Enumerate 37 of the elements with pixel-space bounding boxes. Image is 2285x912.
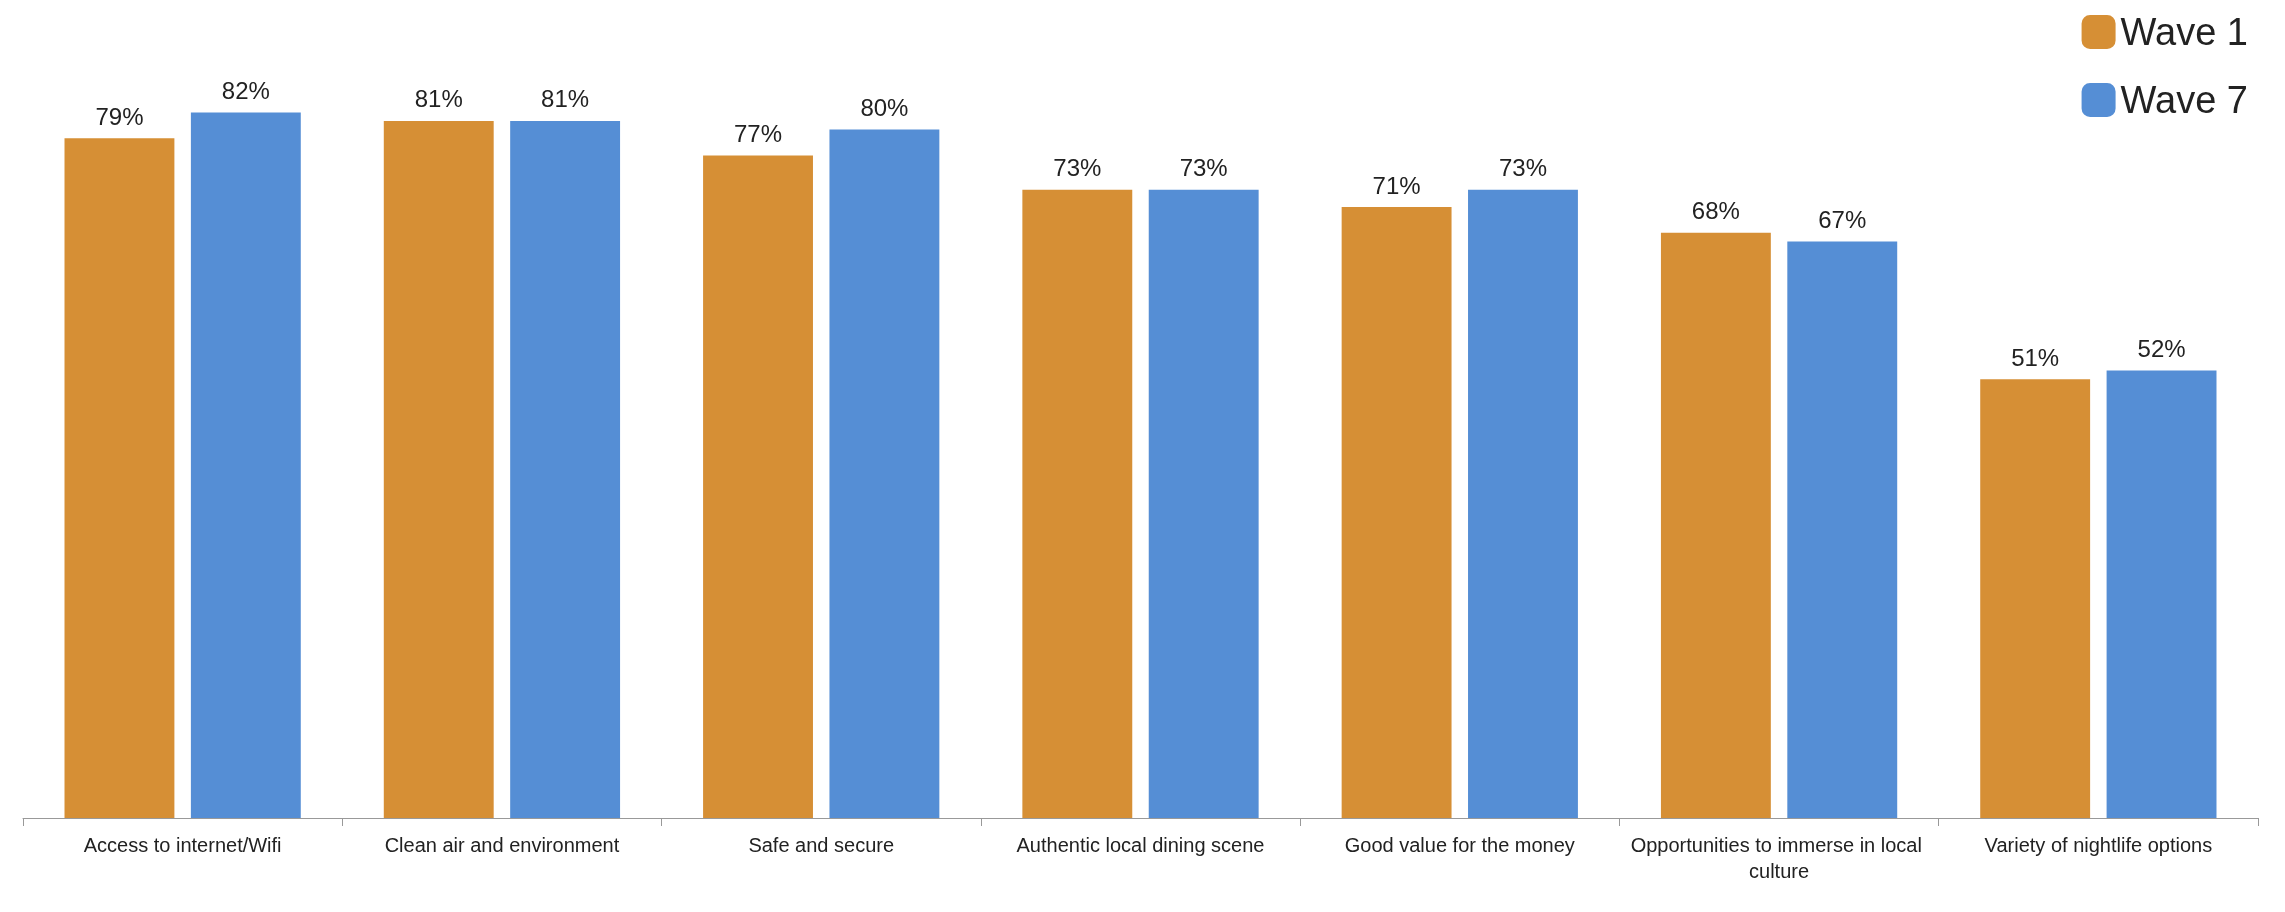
data-label: 73% — [1053, 154, 1102, 182]
data-label: 82% — [221, 76, 270, 104]
data-label: 68% — [1691, 197, 1740, 225]
data-label: 80% — [860, 94, 909, 122]
data-label: 73% — [1179, 154, 1228, 182]
data-label: 67% — [1818, 205, 1867, 233]
x-tick-label: Authentic local dining scene — [1016, 834, 1265, 856]
data-label: 79% — [95, 102, 144, 130]
data-label: 52% — [2137, 335, 2186, 363]
bar — [64, 138, 175, 818]
bar — [510, 121, 621, 818]
bar — [2106, 370, 2217, 818]
x-tick-label: Opportunities to immerse in local culture — [1630, 834, 1928, 882]
x-tick-label: Good value for the money — [1344, 834, 1575, 856]
bar — [703, 155, 813, 818]
x-tick-label: Access to internet/Wifi — [83, 834, 282, 856]
x-tick-label: Variety of nightlife options — [1984, 834, 2213, 856]
x-tick-label: Safe and secure — [748, 834, 895, 856]
bar — [1980, 379, 2091, 818]
x-tick-label: Clean air and environment — [384, 834, 620, 856]
bar — [1341, 207, 1452, 818]
bar — [1022, 189, 1133, 818]
data-label: 51% — [2011, 343, 2060, 371]
legend-label: Wave 7 — [2120, 79, 2249, 121]
bar — [1787, 241, 1898, 818]
bar — [190, 112, 301, 818]
bar — [383, 121, 494, 818]
data-label: 81% — [541, 85, 590, 113]
legend-label: Wave 1 — [2120, 11, 2249, 53]
data-label: 77% — [734, 119, 783, 147]
bar — [829, 129, 940, 818]
data-label: 81% — [414, 85, 463, 113]
bar — [1660, 232, 1771, 818]
bar — [1468, 189, 1578, 818]
data-label: 73% — [1498, 154, 1547, 182]
bar — [1148, 189, 1259, 818]
data-label: 71% — [1372, 171, 1421, 199]
